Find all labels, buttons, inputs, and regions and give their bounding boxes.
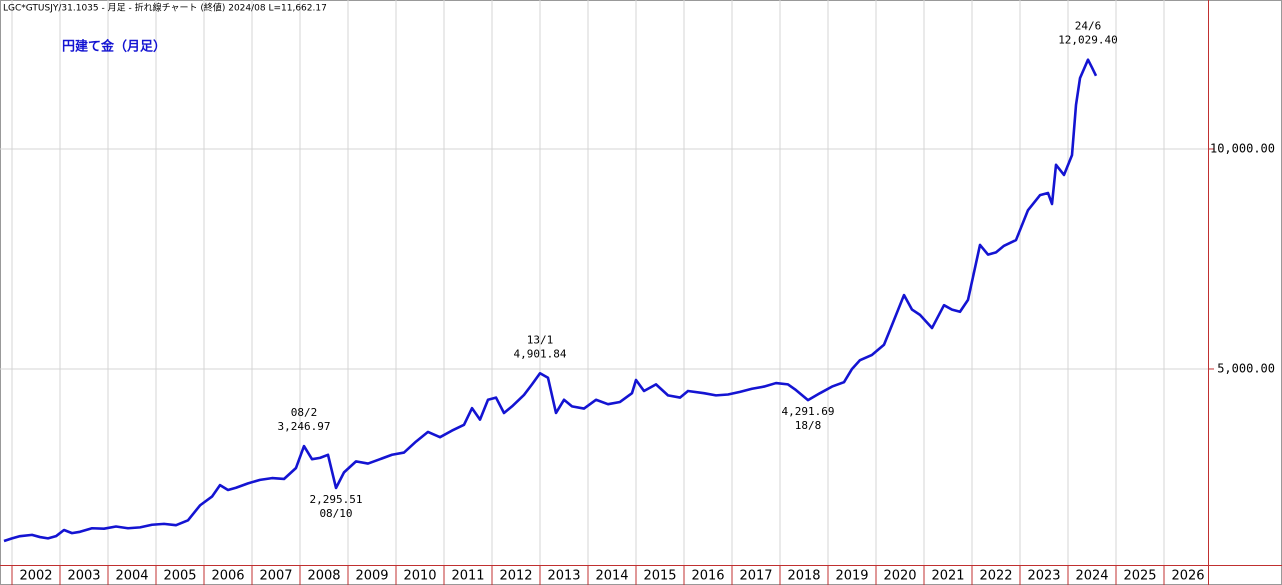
x-tick-label: 2010 xyxy=(403,569,436,584)
annotation-value: 4,291.69 xyxy=(782,405,835,418)
x-tick-label: 2026 xyxy=(1171,569,1204,584)
x-tick-label: 2024 xyxy=(1075,569,1108,584)
x-tick-label: 2011 xyxy=(451,569,484,584)
price-line xyxy=(3,58,1098,543)
annotation-value: 12,029.40 xyxy=(1058,34,1118,47)
header: LGC*GTUSJY/31.1035 - 月足 - 折れ線チャート (終値) 2… xyxy=(3,2,327,14)
x-tick-label: 2014 xyxy=(595,569,628,584)
x-tick-label: 2022 xyxy=(979,569,1012,584)
annotation-date: 24/6 xyxy=(1075,20,1102,33)
x-tick-label: 2004 xyxy=(115,569,148,584)
y-tick-label: 5,000.00 xyxy=(1217,361,1275,375)
x-tick-label: 2002 xyxy=(19,569,52,584)
x-tick-label: 2015 xyxy=(643,569,676,584)
annotation-date: 13/1 xyxy=(527,333,554,346)
x-tick-label: 2021 xyxy=(931,569,964,584)
grid xyxy=(0,0,1208,565)
annotation-value: 4,901.84 xyxy=(514,347,567,360)
x-tick-label: 2008 xyxy=(307,569,340,584)
x-tick-label: 2025 xyxy=(1123,569,1156,584)
x-tick-label: 2009 xyxy=(355,569,388,584)
x-tick-label: 2007 xyxy=(259,569,292,584)
y-tick-label: 10,000.00 xyxy=(1210,141,1275,155)
annotation-value: 3,246.97 xyxy=(278,420,331,433)
x-tick-label: 2012 xyxy=(499,569,532,584)
x-tick-label: 2013 xyxy=(547,569,580,584)
x-tick-label: 2016 xyxy=(691,569,724,584)
annotation-value: 2,295.51 xyxy=(310,493,363,506)
x-tick-label: 2005 xyxy=(163,569,196,584)
x-tick-label: 2018 xyxy=(787,569,820,584)
x-tick-label: 2019 xyxy=(835,569,868,584)
x-tick-label: 2020 xyxy=(883,569,916,584)
x-tick-label: 2017 xyxy=(739,569,772,584)
x-tick-label: 2006 xyxy=(211,569,244,584)
annotation-date: 18/8 xyxy=(795,419,822,432)
annotation-date: 08/10 xyxy=(319,507,352,520)
x-tick-label: 2003 xyxy=(67,569,100,584)
chart-title: 円建て金（月足） xyxy=(62,39,166,55)
x-tick-label: 2023 xyxy=(1027,569,1060,584)
annotation-date: 08/2 xyxy=(291,406,318,419)
